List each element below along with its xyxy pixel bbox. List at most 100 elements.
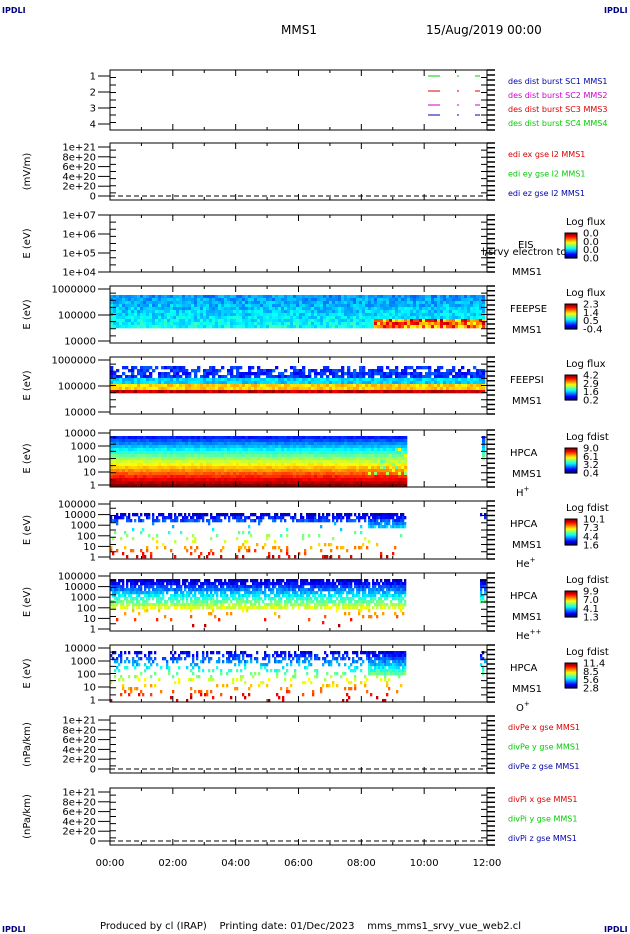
spectro-cell (110, 325, 114, 329)
spectro-cell (260, 313, 264, 317)
spectro-cell (482, 451, 486, 455)
spectro-cell (206, 451, 210, 455)
spectro-cell (194, 454, 198, 458)
spectro-cell (392, 460, 396, 464)
spectro-cell (323, 390, 327, 394)
spectro-cell (386, 375, 390, 379)
colorbar-cell (565, 393, 577, 396)
spectro-cell (305, 384, 309, 388)
spectro-cell (146, 454, 150, 458)
spectro-cell (242, 439, 246, 443)
spectro-cell (194, 319, 198, 323)
spectro-cell (317, 460, 321, 464)
spectro-cell (362, 372, 366, 376)
spectro-cell (191, 445, 195, 449)
colorbar-tick-label: 4.2 (583, 371, 599, 382)
spectro-cell (323, 325, 327, 329)
spectro-cell (140, 481, 144, 485)
spectro-cell (389, 304, 393, 308)
spectro-cell (368, 375, 372, 379)
colorbar-cell (565, 384, 577, 387)
spectro-cell (290, 469, 294, 473)
spectro-cell (119, 451, 123, 455)
spectro-cell (254, 372, 258, 376)
spectro-cell (371, 445, 375, 449)
spectro-cell (158, 484, 162, 488)
spectro-cell (320, 316, 324, 320)
spectro-cell (146, 478, 150, 482)
spectro-cell (182, 295, 186, 299)
spectro-cell (125, 307, 129, 311)
spectro-cell (332, 313, 336, 317)
spectro-cell (113, 310, 117, 314)
spectro-cell (203, 378, 207, 382)
spectro-cell (212, 304, 216, 308)
spectro-cell (323, 387, 327, 391)
spectro-cell (113, 463, 117, 467)
spectro-cell (242, 325, 246, 329)
spectro-cell (221, 448, 225, 452)
spectro-cell (266, 484, 270, 488)
spectro-cell (263, 466, 267, 470)
spectro-cell (296, 442, 300, 446)
spectro-cell (413, 316, 417, 320)
spectro-cell (428, 372, 432, 376)
spectro-cell (371, 384, 375, 388)
spectro-cell (344, 304, 348, 308)
spectro-cell (254, 387, 258, 391)
spectro-cell (410, 322, 414, 326)
spectro-cell (287, 463, 291, 467)
spectro-cell (218, 445, 222, 449)
spectro-cell (290, 295, 294, 299)
spectro-cell (305, 378, 309, 382)
spectro-cell (182, 445, 186, 449)
spectro-cell (179, 325, 183, 329)
spectro-cell (386, 460, 390, 464)
spectro-cell (326, 301, 330, 305)
spectro-cell (158, 519, 161, 523)
spectro-cell (356, 316, 360, 320)
spectro-cell (395, 325, 399, 329)
spectro-cell (380, 439, 384, 443)
spectro-cell (173, 436, 177, 440)
spectro-cell (293, 310, 297, 314)
spectro-cell (356, 304, 360, 308)
spectro-cell (188, 304, 192, 308)
spectro-cell (251, 460, 255, 464)
spectro-cell (305, 316, 309, 320)
colorbar-cell (565, 462, 577, 465)
spectro-cell (332, 390, 336, 394)
spectro-cell (167, 301, 171, 305)
spectro-cell (377, 475, 381, 479)
spectro-cell (191, 301, 195, 305)
spectro-cell (260, 460, 264, 464)
spectro-cell (326, 439, 330, 443)
spectro-cell (216, 534, 219, 538)
spectro-cell (227, 322, 231, 326)
spectro-cell (251, 469, 255, 473)
spectro-cell (383, 472, 387, 476)
spectro-cell (197, 390, 201, 394)
spectro-cell (251, 381, 255, 385)
spectro-cell (368, 384, 372, 388)
spectro-cell (274, 519, 277, 523)
spectro-cell (143, 372, 147, 376)
spectro-cell (326, 295, 330, 299)
spectro-cell (323, 304, 327, 308)
colorbar-tick-label: 0.5 (583, 316, 599, 327)
spectro-cell (428, 319, 432, 323)
spectro-cell (188, 475, 192, 479)
spectro-cell (197, 469, 201, 473)
spectro-cell (216, 516, 219, 520)
spectro-cell (308, 472, 312, 476)
spectro-cell (204, 513, 207, 517)
spectro-cell (155, 390, 159, 394)
spectro-cell (196, 519, 199, 523)
spectro-cell (110, 319, 114, 323)
spectro-cell (395, 319, 399, 323)
spectro-cell (482, 439, 486, 443)
spectro-cell (344, 307, 348, 311)
spectro-cell (263, 390, 267, 394)
spectro-cell (377, 442, 381, 446)
spectro-cell (254, 307, 258, 311)
